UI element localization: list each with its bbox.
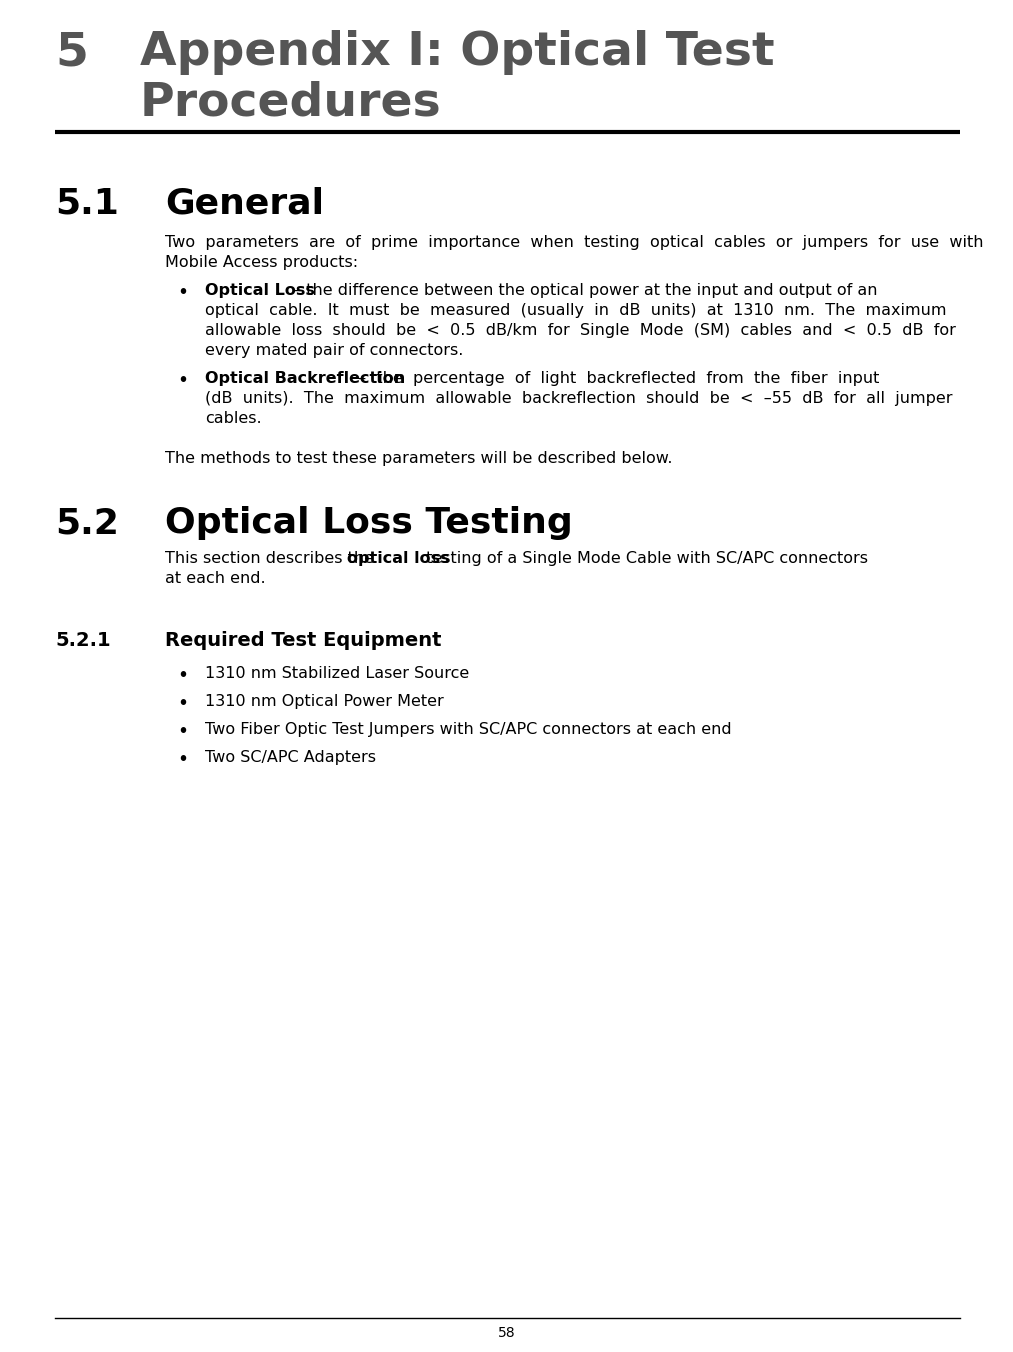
Text: •: • <box>177 750 188 769</box>
Text: testing of a Single Mode Cable with SC/APC connectors: testing of a Single Mode Cable with SC/A… <box>421 552 868 566</box>
Text: •: • <box>177 722 188 741</box>
Text: every mated pair of connectors.: every mated pair of connectors. <box>205 343 463 358</box>
Text: – the difference between the optical power at the input and output of an: – the difference between the optical pow… <box>288 283 877 297</box>
Text: –  the  percentage  of  light  backreflected  from  the  fiber  input: – the percentage of light backreflected … <box>353 370 879 387</box>
Text: Two  parameters  are  of  prime  importance  when  testing  optical  cables  or : Two parameters are of prime importance w… <box>165 235 984 250</box>
Text: 5.2: 5.2 <box>55 506 119 539</box>
Text: 5.1: 5.1 <box>55 187 119 220</box>
Text: Mobile Access products:: Mobile Access products: <box>165 256 359 270</box>
Text: at each end.: at each end. <box>165 571 265 585</box>
Text: Two Fiber Optic Test Jumpers with SC/APC connectors at each end: Two Fiber Optic Test Jumpers with SC/APC… <box>205 722 731 737</box>
Text: •: • <box>177 283 188 301</box>
Text: Procedures: Procedures <box>140 80 442 124</box>
Text: General: General <box>165 187 324 220</box>
Text: Appendix I: Optical Test: Appendix I: Optical Test <box>140 30 775 74</box>
Text: optical loss: optical loss <box>347 552 450 566</box>
Text: 1310 nm Optical Power Meter: 1310 nm Optical Power Meter <box>205 694 444 708</box>
Text: 5: 5 <box>55 30 88 74</box>
Text: Optical Loss Testing: Optical Loss Testing <box>165 506 572 539</box>
Text: •: • <box>177 370 188 389</box>
Text: The methods to test these parameters will be described below.: The methods to test these parameters wil… <box>165 452 673 466</box>
Text: Optical Backreflection: Optical Backreflection <box>205 370 405 387</box>
Text: Optical Loss: Optical Loss <box>205 283 315 297</box>
Text: 1310 nm Stabilized Laser Source: 1310 nm Stabilized Laser Source <box>205 667 469 681</box>
Text: optical  cable.  It  must  be  measured  (usually  in  dB  units)  at  1310  nm.: optical cable. It must be measured (usua… <box>205 303 946 318</box>
Text: •: • <box>177 694 188 713</box>
Text: 5.2.1: 5.2.1 <box>55 631 110 650</box>
Text: Two SC/APC Adapters: Two SC/APC Adapters <box>205 750 376 765</box>
Text: •: • <box>177 667 188 685</box>
Text: 58: 58 <box>497 1326 516 1340</box>
Text: cables.: cables. <box>205 411 261 426</box>
Text: (dB  units).  The  maximum  allowable  backreflection  should  be  <  –55  dB  f: (dB units). The maximum allowable backre… <box>205 391 952 406</box>
Text: This section describes the: This section describes the <box>165 552 379 566</box>
Text: Required Test Equipment: Required Test Equipment <box>165 631 442 650</box>
Text: allowable  loss  should  be  <  0.5  dB/km  for  Single  Mode  (SM)  cables  and: allowable loss should be < 0.5 dB/km for… <box>205 323 956 338</box>
